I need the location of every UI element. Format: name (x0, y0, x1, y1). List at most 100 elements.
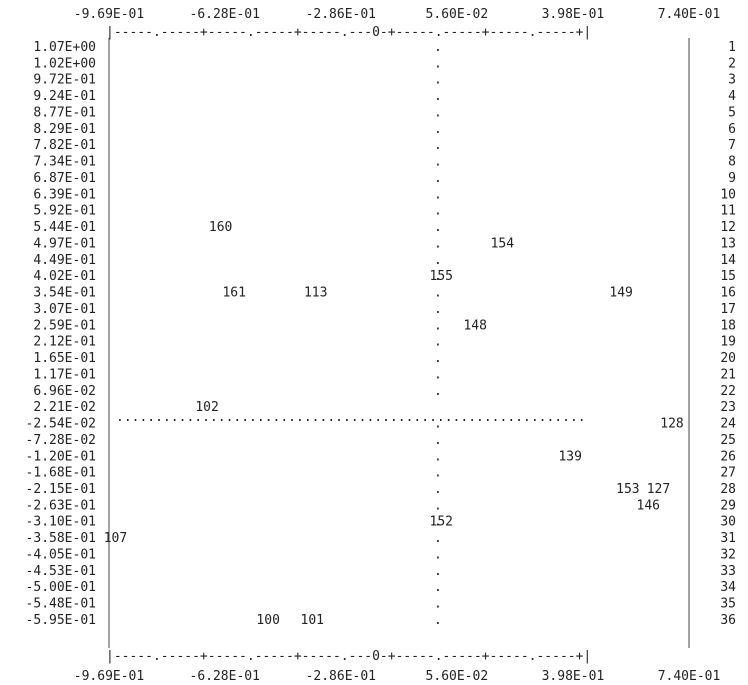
zero-axis-dot: . (434, 613, 442, 628)
row-number: 1 (728, 40, 736, 55)
data-point: 149 (609, 286, 632, 301)
zero-line: ........................................… (116, 410, 586, 425)
row-number: 7 (728, 138, 736, 153)
x-tick-labels-bottom: -9.69E-01 -6.28E-01 -2.86E-01 5.60E-02 3.98E… (74, 669, 721, 684)
data-point: 101 (301, 613, 324, 628)
row-number: 24 (720, 417, 736, 432)
row-label: 3.54E-01 (33, 286, 96, 301)
zero-axis-dot: . (434, 482, 442, 497)
row-numbers: 1234567891011121314151617181920212223242… (720, 40, 736, 628)
row-number: 27 (720, 466, 736, 481)
row-number: 13 (720, 236, 736, 251)
row-label: -5.00E-01 (26, 580, 96, 595)
x-tick-label: 5.60E-02 (426, 7, 489, 22)
row-number: 31 (720, 531, 736, 546)
row-label: 2.12E-01 (33, 335, 96, 350)
zero-axis-dot: . (434, 498, 442, 513)
row-number: 29 (720, 498, 736, 513)
row-label: 2.59E-01 (33, 318, 96, 333)
row-number: 18 (720, 318, 736, 333)
x-tick-label: 7.40E-01 (658, 669, 721, 684)
zero-axis-dot: . (434, 56, 442, 71)
x-tick-label: -2.86E-01 (306, 7, 376, 22)
data-point: 160 (209, 220, 232, 235)
data-point: 155 (430, 269, 453, 284)
data-point: 146 (637, 498, 660, 513)
zero-axis-dot: . (434, 335, 442, 350)
zero-axis-dot: . (434, 122, 442, 137)
row-label: 8.77E-01 (33, 105, 96, 120)
zero-axis-dot: . (434, 547, 442, 562)
row-number: 22 (720, 384, 736, 399)
data-point: 128 (660, 417, 683, 432)
row-label: 1.07E+00 (33, 40, 96, 55)
zero-axis-dot: . (434, 384, 442, 399)
zero-axis-dot: . (434, 204, 442, 219)
row-label: 7.34E-01 (33, 155, 96, 170)
row-label: -7.28E-02 (26, 433, 96, 448)
row-number: 6 (728, 122, 736, 137)
data-point: 139 (558, 449, 581, 464)
data-point: 102 (195, 400, 218, 415)
row-label: 4.02E-01 (33, 269, 96, 284)
zero-axis-dot: . (434, 417, 442, 432)
zero-axis-dot: . (434, 302, 442, 317)
row-number: 4 (728, 89, 736, 104)
bottom-axis-ruler: |-----.-----+-----.-----+-----.---0-+---… (106, 649, 591, 664)
x-tick-label: -6.28E-01 (190, 7, 260, 22)
data-point: 154 (491, 236, 515, 251)
zero-axis-dot: . (434, 466, 442, 481)
row-number: 11 (720, 204, 736, 219)
row-label: -1.68E-01 (26, 466, 96, 481)
row-number: 20 (720, 351, 736, 366)
row-label: 4.49E-01 (33, 253, 96, 268)
data-point: 152 (430, 515, 453, 530)
row-number: 15 (720, 269, 736, 284)
row-label: -2.54E-02 (26, 417, 96, 432)
x-tick-label: 5.60E-02 (426, 669, 489, 684)
zero-axis-dot: . (434, 236, 442, 251)
zero-axis-dot: . (434, 515, 442, 530)
x-tick-label: -9.69E-01 (74, 7, 144, 22)
row-number: 36 (720, 613, 736, 628)
data-point: 100 (256, 613, 279, 628)
row-number: 34 (720, 580, 736, 595)
row-label: -1.20E-01 (26, 449, 96, 464)
row-number: 3 (728, 73, 736, 88)
row-number: 26 (720, 449, 736, 464)
zero-axis-dot: . (434, 318, 442, 333)
zero-axis-dot: . (434, 367, 442, 382)
row-label: 1.65E-01 (33, 351, 96, 366)
row-number: 10 (720, 187, 736, 202)
zero-axis-dot: . (434, 580, 442, 595)
data-point: 153 (616, 482, 639, 497)
zero-axis-dot: . (434, 269, 442, 284)
row-labels: 1.07E+001.02E+00 9.72E-019.24E-018.77E-01… (26, 40, 96, 628)
zero-axis-dot: . (434, 220, 442, 235)
row-number: 21 (720, 367, 736, 382)
row-number: 19 (720, 335, 736, 350)
zero-axis-dot: . (434, 89, 442, 104)
row-label: 1.17E-01 (33, 367, 96, 382)
zero-axis-dot: . (434, 171, 442, 186)
row-label: 5.92E-01 (33, 204, 96, 219)
data-point: 107 (104, 531, 127, 546)
zero-axis-dot: . (434, 449, 442, 464)
row-label: 9.24E-01 (33, 89, 96, 104)
top-axis-ruler: |-----.-----+-----.-----+-----.---0-+---… (106, 25, 591, 40)
zero-axis-markers: ................................... (434, 40, 442, 628)
zero-axis-dot: . (434, 286, 442, 301)
zero-axis-dot: . (434, 105, 442, 120)
row-number: 12 (720, 220, 736, 235)
row-label: -2.63E-01 (26, 498, 96, 513)
row-label: -3.10E-01 (26, 515, 96, 530)
row-number: 23 (720, 400, 736, 415)
x-tick-labels-top: -9.69E-01 -6.28E-01 -2.86E-01 5.60E-02 3.98E… (74, 7, 721, 22)
zero-axis-dot: . (434, 155, 442, 170)
row-label: -5.95E-01 (26, 613, 96, 628)
row-label: 6.39E-01 (33, 187, 96, 202)
row-number: 25 (720, 433, 736, 448)
x-tick-label: 7.40E-01 (658, 7, 721, 22)
data-point: 161 (222, 286, 245, 301)
